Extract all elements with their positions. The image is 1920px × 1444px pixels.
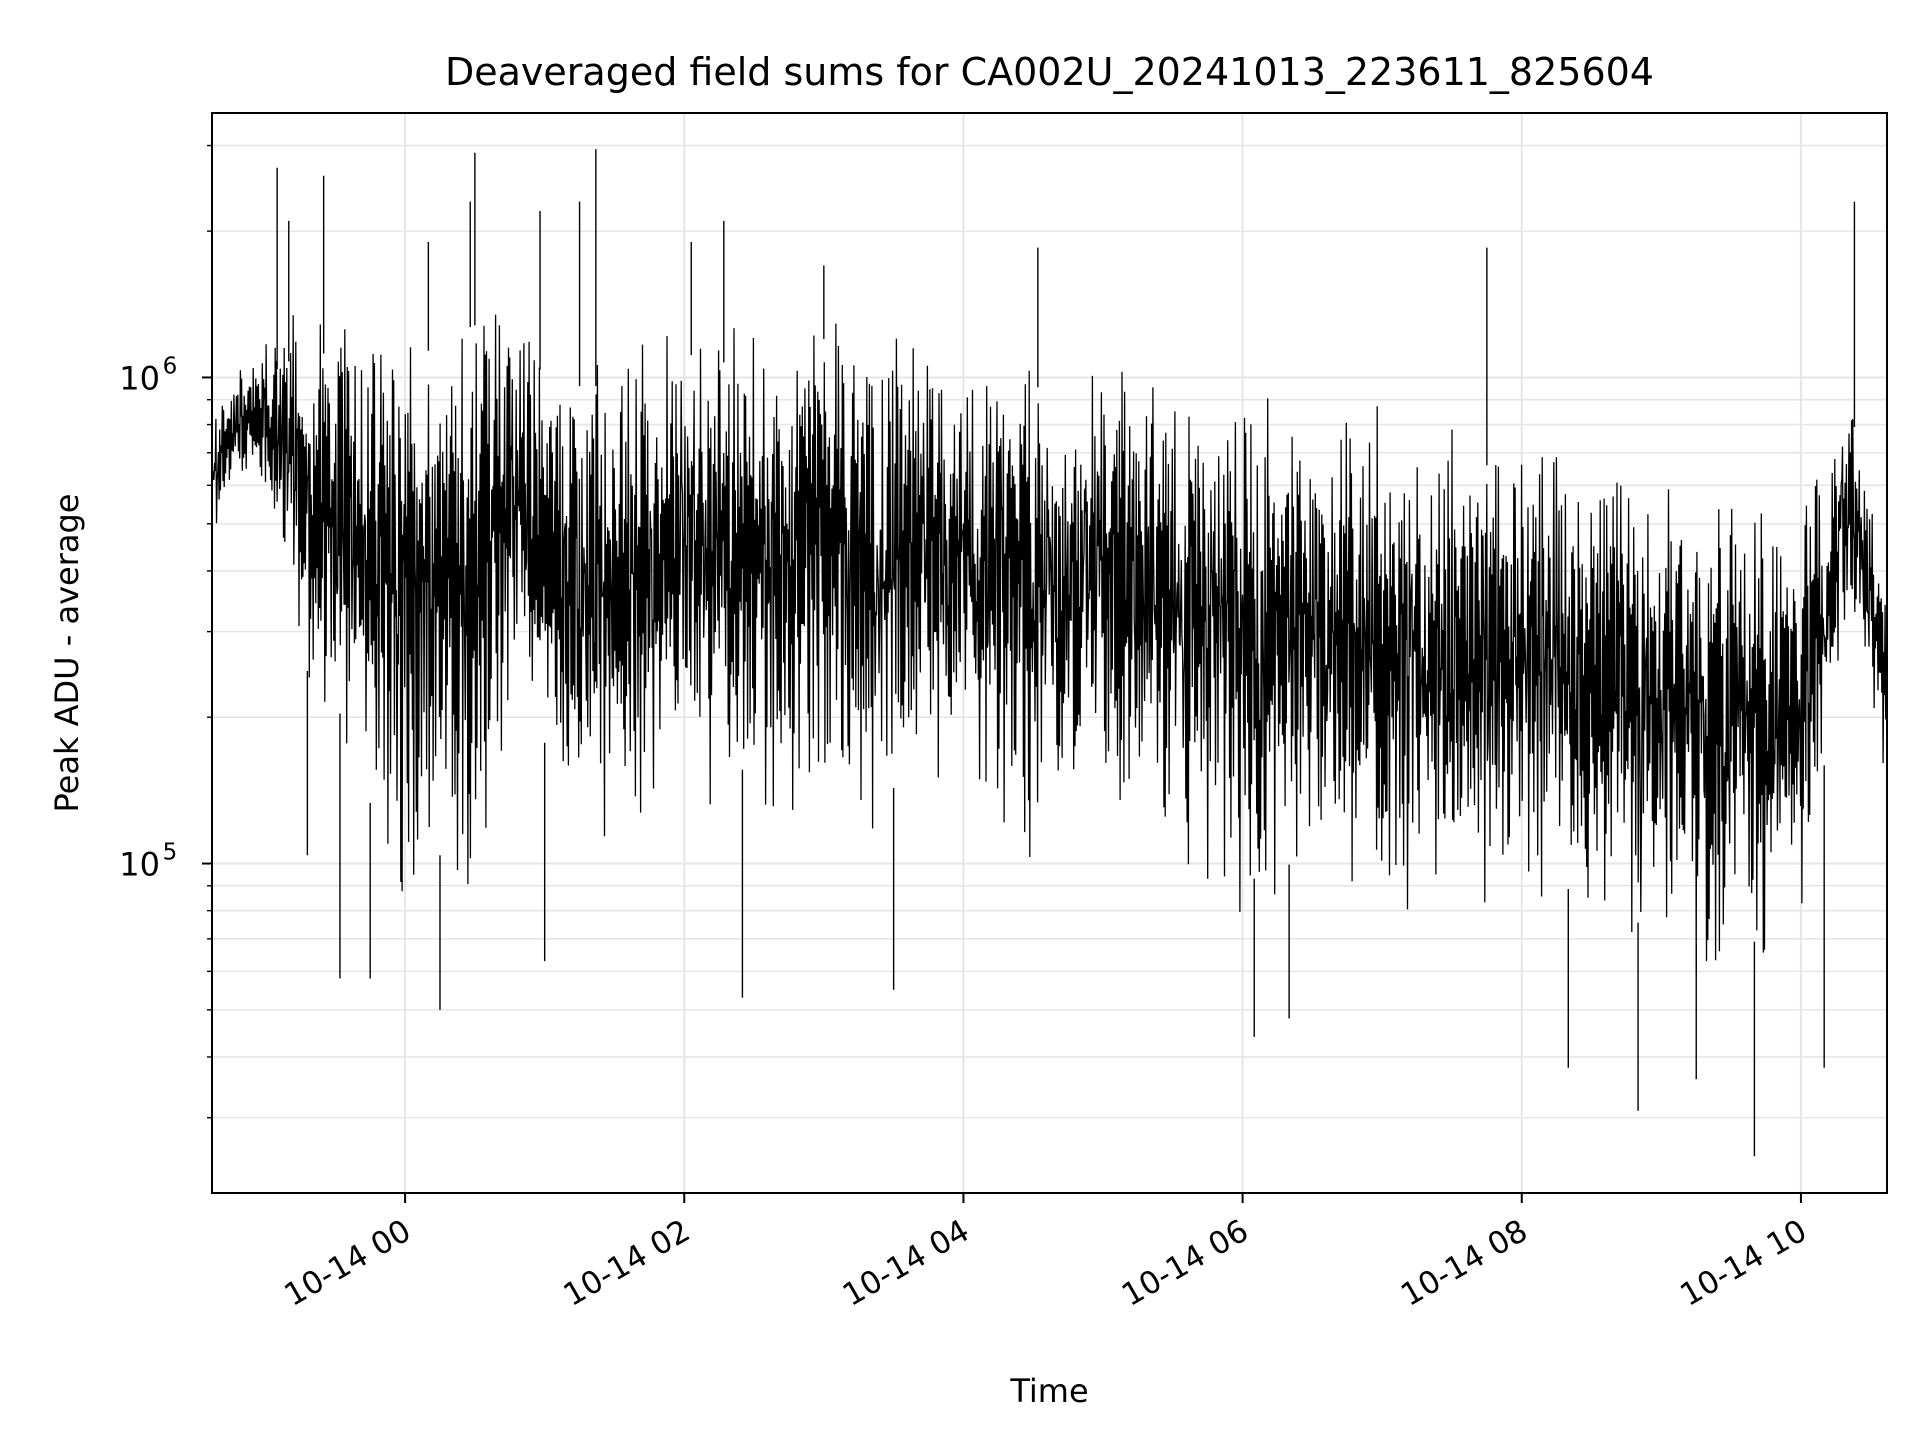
y-axis-label: Peak ADU - average	[48, 494, 86, 813]
plot-frame	[211, 112, 1888, 1194]
y-tick-exponent: 6	[163, 353, 178, 379]
x-axis-label: Time	[1009, 1372, 1088, 1410]
data-series	[212, 149, 1887, 1157]
series-line	[212, 314, 1887, 976]
chart-title: Deaveraged field sums for CA002U_2024101…	[445, 50, 1654, 94]
y-tick-label: 10	[119, 359, 160, 397]
y-tick-label: 10	[119, 846, 160, 884]
y-tick-exponent: 5	[163, 840, 178, 866]
